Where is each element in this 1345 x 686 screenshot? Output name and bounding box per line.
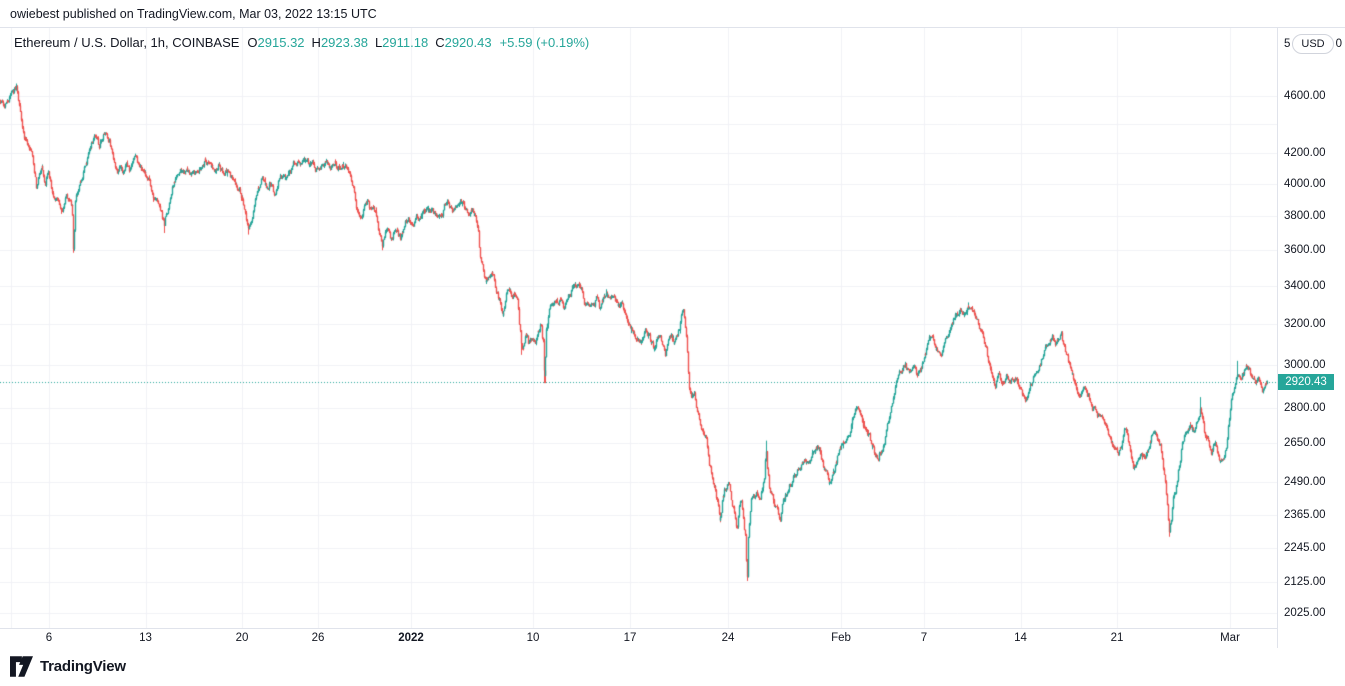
time-axis-label: 6 [45,632,53,644]
price-axis-label: 2650.00 [1284,437,1326,450]
footer: TradingView [0,648,1345,685]
attribution-text: owiebest published on TradingView.com, M… [10,6,377,21]
time-axis-label: 10 [526,632,540,644]
price-axis-label: 2025.00 [1284,606,1326,619]
candlestick-plot[interactable] [0,28,1277,628]
price-axis-top-label-right: 0 [1335,38,1343,50]
time-axis[interactable]: 6 13 20 26 2022 10 17 24 Feb 7 14 21 Mar [0,628,1345,648]
ohlc-item: O2915.32 [247,35,305,50]
price-axis-label: 4200.00 [1284,147,1326,160]
price-axis-label: 3800.00 [1284,210,1326,223]
currency-toggle-button[interactable]: USD [1292,34,1334,54]
time-axis-label: Feb [831,632,851,644]
last-price-label: 2920.43 [1278,373,1334,390]
time-axis-label: 14 [1014,632,1027,644]
ohlc-item: L2911.18 [374,35,429,50]
symbol-title[interactable]: Ethereum / U.S. Dollar, 1h, COINBASE [14,35,240,50]
time-axis-label: 17 [623,632,637,644]
price-change: +5.59 (+0.19%) [499,35,590,50]
price-axis-label: 3400.00 [1284,280,1326,293]
price-axis-label: 3600.00 [1284,244,1326,257]
time-axis-label: 26 [311,632,325,644]
time-axis-label: 13 [139,632,152,644]
price-axis-label: 4600.00 [1284,89,1326,102]
time-axis-label: 24 [721,632,735,644]
ohlc-item: H2923.38 [311,35,368,50]
price-axis-label: 2490.00 [1284,476,1326,489]
time-axis-label: 2022 [398,632,424,644]
price-axis-label: 3000.00 [1284,359,1326,371]
time-axis-label: 7 [920,632,928,644]
attribution-bar: owiebest published on TradingView.com, M… [0,0,1345,28]
tradingview-logo-icon[interactable] [10,656,33,677]
chart-container: Ethereum / U.S. Dollar, 1h, COINBASE O29… [0,28,1345,648]
price-axis-label: 3200.00 [1284,318,1326,331]
tradingview-logo-text[interactable]: TradingView [40,658,126,675]
price-axis-label: 2365.00 [1284,508,1326,521]
price-axis-top-row: 5 USD 0 [1284,34,1342,54]
ohlc-item: C2920.43 [435,35,492,50]
price-axis[interactable]: 5 USD 0 2920.43 4600.00 4200.00 4000.00 380… [1277,28,1345,648]
price-axis-label: 4000.00 [1284,177,1326,190]
price-axis-label: 2125.00 [1284,576,1326,589]
price-axis-label: 2245.00 [1284,541,1326,554]
price-axis-label: 2800.00 [1284,402,1326,415]
time-axis-label: 20 [235,632,249,644]
price-axis-top-label-left: 5 [1284,38,1291,50]
time-axis-label: Mar [1220,632,1240,644]
chart-legend: Ethereum / U.S. Dollar, 1h, COINBASE O29… [14,35,589,50]
ohlc-values: O2915.32 H2923.38 L2911.18 C2920.43 [247,35,491,50]
time-axis-label: 21 [1110,632,1124,644]
